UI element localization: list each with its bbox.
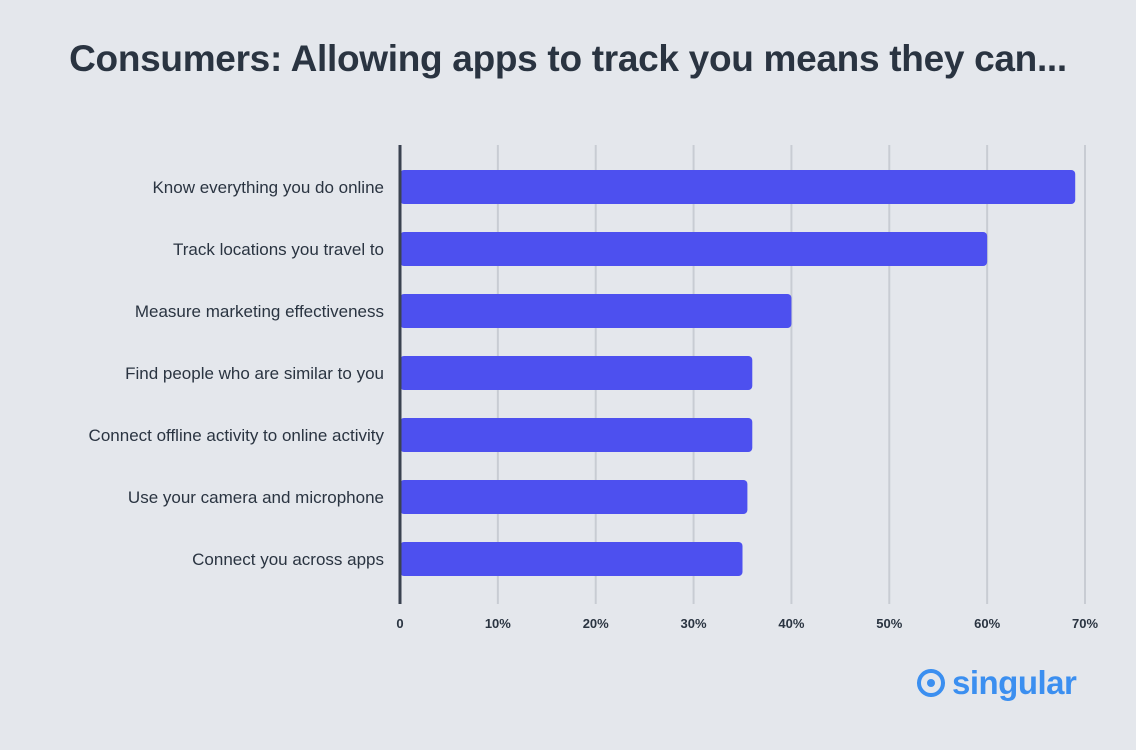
- bar: [400, 418, 753, 452]
- x-tick-label: 50%: [876, 616, 902, 631]
- bar: [400, 542, 743, 576]
- x-tick-label: 70%: [1072, 616, 1098, 631]
- bar: [400, 294, 792, 328]
- bar: [400, 480, 748, 514]
- x-tick-label: 10%: [485, 616, 511, 631]
- brand-logo: singular: [916, 664, 1077, 701]
- category-label: Measure marketing effectiveness: [135, 302, 384, 321]
- x-tick-label: 40%: [778, 616, 804, 631]
- bars: [400, 170, 1076, 576]
- bar: [400, 170, 1076, 204]
- x-tick-labels: 0 10% 20% 30% 40% 50% 60% 70%: [396, 616, 1098, 631]
- brand-name: singular: [952, 664, 1077, 701]
- category-label: Know everything you do online: [152, 178, 384, 197]
- category-labels: Know everything you do online Track locat…: [89, 178, 385, 569]
- chart-title: Consumers: Allowing apps to track you me…: [69, 38, 1067, 79]
- x-tick-label: 0: [396, 616, 403, 631]
- category-label: Track locations you travel to: [173, 240, 384, 259]
- bar-chart: Know everything you do online Track locat…: [89, 145, 1098, 631]
- category-label: Connect offline activity to online activ…: [89, 426, 385, 445]
- category-label: Connect you across apps: [192, 550, 384, 569]
- bar: [400, 356, 753, 390]
- bar: [400, 232, 988, 266]
- category-label: Find people who are similar to you: [125, 364, 384, 383]
- x-tick-label: 20%: [583, 616, 609, 631]
- singular-logo-icon: [917, 668, 945, 697]
- category-label: Use your camera and microphone: [128, 488, 384, 507]
- x-tick-label: 60%: [974, 616, 1000, 631]
- x-tick-label: 30%: [681, 616, 707, 631]
